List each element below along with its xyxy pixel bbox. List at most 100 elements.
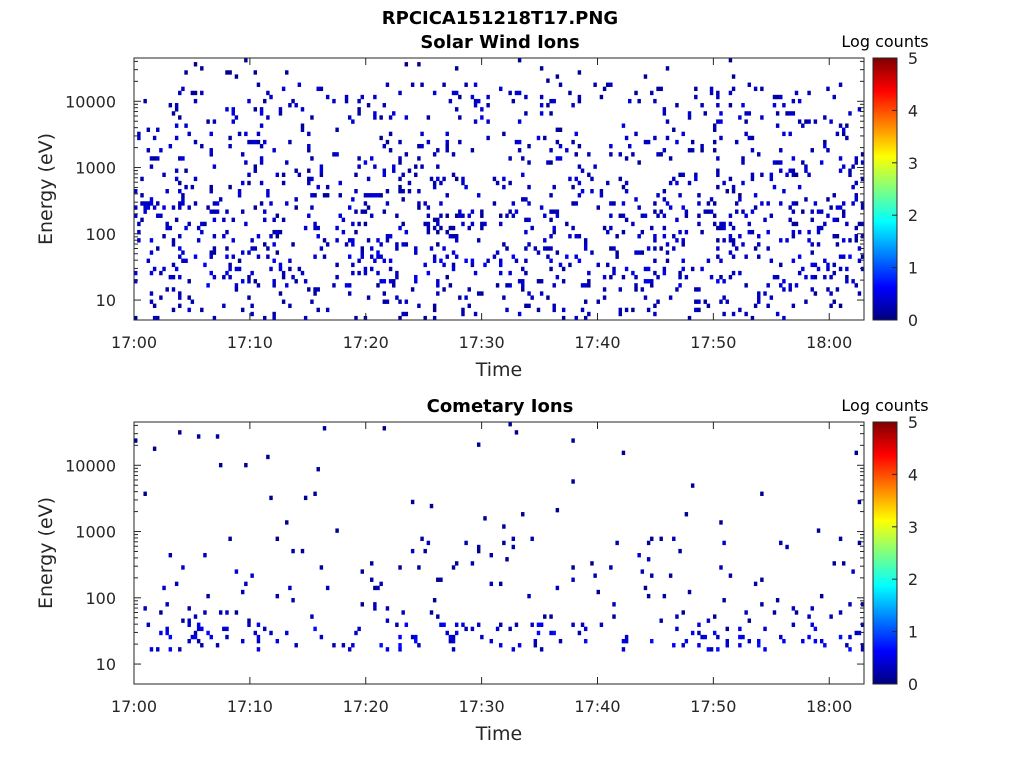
heatmap-cell bbox=[193, 62, 198, 67]
heatmap-cell bbox=[832, 262, 836, 268]
heatmap-cell bbox=[196, 434, 201, 439]
heatmap-cell bbox=[225, 634, 229, 640]
heatmap-cell bbox=[722, 180, 726, 186]
heatmap-cell bbox=[225, 254, 229, 259]
heatmap-cell bbox=[637, 98, 641, 104]
heatmap-cell bbox=[187, 618, 191, 623]
heatmap-cell bbox=[788, 111, 792, 116]
heatmap-cell bbox=[860, 221, 865, 227]
heatmap-cell bbox=[706, 303, 711, 309]
heatmap-cell bbox=[234, 283, 239, 288]
heatmap-cell bbox=[461, 221, 465, 227]
heatmap-cell bbox=[841, 213, 846, 218]
heatmap-cell bbox=[552, 225, 556, 231]
heatmap-cell bbox=[675, 287, 679, 292]
heatmap-cell bbox=[801, 209, 805, 214]
heatmap-cell bbox=[854, 156, 859, 161]
heatmap-cell bbox=[502, 184, 506, 190]
heatmap-cell bbox=[379, 135, 383, 141]
heatmap-cell bbox=[536, 630, 541, 636]
heatmap-cell bbox=[156, 156, 160, 161]
heatmap-cell bbox=[605, 82, 610, 87]
heatmap-cell bbox=[609, 213, 613, 218]
heatmap-cell bbox=[788, 287, 792, 292]
heatmap-cell bbox=[269, 495, 273, 501]
heatmap-cell bbox=[360, 569, 364, 574]
heatmap-cell bbox=[240, 279, 245, 284]
heatmap-cell bbox=[596, 299, 600, 304]
heatmap-cell bbox=[646, 307, 651, 313]
heatmap-cell bbox=[332, 152, 336, 157]
heatmap-cell bbox=[543, 213, 547, 218]
heatmap-cell bbox=[398, 184, 402, 190]
heatmap-cell bbox=[697, 299, 701, 304]
heatmap-cell bbox=[741, 156, 745, 161]
heatmap-cell bbox=[621, 201, 626, 206]
heatmap-cell bbox=[848, 254, 852, 259]
heatmap-cell bbox=[643, 139, 648, 145]
heatmap-cell bbox=[420, 131, 424, 137]
heatmap-cell bbox=[442, 82, 446, 87]
heatmap-cell bbox=[388, 148, 393, 153]
heatmap-cell bbox=[848, 172, 852, 178]
heatmap-cell bbox=[423, 315, 427, 321]
heatmap-cell bbox=[571, 622, 575, 627]
heatmap-cell bbox=[231, 254, 235, 259]
heatmap-cell bbox=[640, 213, 645, 218]
heatmap-cell bbox=[631, 307, 635, 313]
heatmap-cell bbox=[137, 229, 141, 235]
heatmap-cell bbox=[168, 634, 173, 640]
heatmap-cell bbox=[347, 205, 352, 210]
heatmap-cell bbox=[539, 205, 544, 210]
heatmap-cell bbox=[476, 442, 481, 447]
heatmap-cell bbox=[694, 307, 698, 313]
heatmap-cell bbox=[848, 238, 852, 243]
heatmap-cell bbox=[476, 544, 481, 550]
heatmap-cell bbox=[549, 111, 553, 116]
heatmap-cell bbox=[823, 258, 827, 263]
heatmap-cell bbox=[385, 606, 390, 611]
heatmap-cell bbox=[259, 180, 264, 186]
heatmap-cell bbox=[499, 258, 503, 263]
heatmap-cell bbox=[750, 135, 755, 141]
heatmap-cell bbox=[247, 180, 251, 186]
heatmap-cell bbox=[725, 189, 729, 194]
heatmap-cell bbox=[417, 303, 421, 309]
heatmap-cell bbox=[256, 622, 261, 627]
heatmap-cell bbox=[577, 234, 582, 239]
heatmap-cell bbox=[398, 643, 402, 648]
heatmap-cell bbox=[253, 205, 258, 210]
heatmap-cell bbox=[615, 234, 619, 239]
heatmap-cell bbox=[134, 438, 138, 443]
heatmap-cell bbox=[486, 258, 490, 263]
heatmap-cell bbox=[650, 536, 654, 542]
heatmap-cell bbox=[728, 250, 733, 255]
heatmap-cell bbox=[700, 266, 704, 272]
heatmap-cell bbox=[810, 274, 814, 280]
heatmap-cell bbox=[851, 569, 855, 574]
heatmap-cell bbox=[757, 295, 761, 300]
heatmap-cell bbox=[278, 229, 283, 235]
heatmap-cell bbox=[801, 123, 805, 128]
heatmap-cell bbox=[628, 143, 632, 149]
heatmap-cell bbox=[184, 168, 188, 173]
heatmap-cell bbox=[432, 152, 437, 157]
heatmap-cell bbox=[347, 291, 352, 296]
heatmap-cell bbox=[341, 217, 346, 223]
heatmap-cell bbox=[722, 295, 726, 300]
x-tick-label: 17:20 bbox=[343, 697, 389, 716]
heatmap-cell bbox=[552, 307, 556, 313]
heatmap-cell bbox=[731, 254, 736, 259]
heatmap-cell bbox=[590, 250, 594, 255]
heatmap-cell bbox=[196, 622, 201, 627]
heatmap-cell bbox=[760, 172, 764, 178]
heatmap-cell bbox=[385, 234, 390, 239]
heatmap-cell bbox=[165, 287, 169, 292]
heatmap-cell bbox=[165, 602, 169, 607]
heatmap-cell bbox=[436, 176, 440, 182]
heatmap-cell bbox=[451, 266, 456, 272]
heatmap-cell bbox=[137, 221, 141, 227]
heatmap-cell bbox=[659, 86, 663, 92]
heatmap-cell bbox=[165, 225, 169, 231]
heatmap-cell bbox=[266, 246, 270, 251]
